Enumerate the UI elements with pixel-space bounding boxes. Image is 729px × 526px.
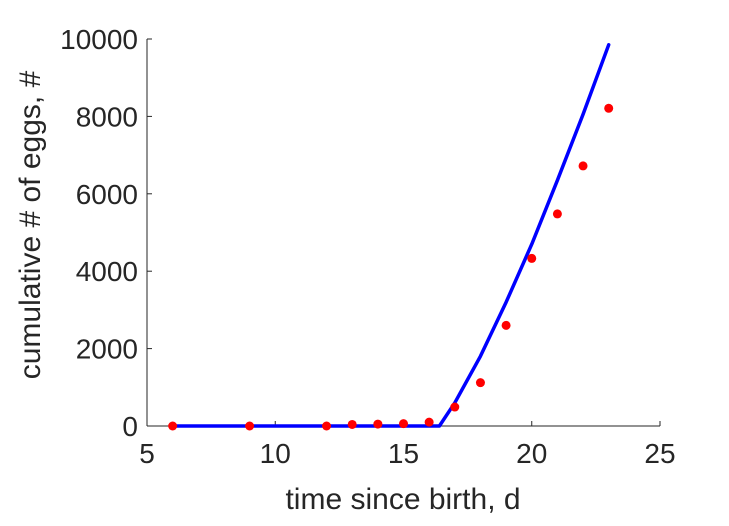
axes bbox=[146, 39, 660, 427]
data-point bbox=[578, 161, 588, 171]
model-line bbox=[170, 43, 611, 428]
y-axis-label: cumulative # of eggs, # bbox=[14, 70, 47, 379]
data-point bbox=[501, 320, 511, 330]
data-point bbox=[347, 419, 357, 429]
y-tick-label: 8000 bbox=[76, 101, 138, 132]
data-point bbox=[604, 103, 614, 113]
data-point bbox=[322, 421, 332, 431]
data-point bbox=[399, 419, 408, 429]
x-ticks: 5 10 15 20 25 bbox=[139, 421, 676, 469]
y-tick-label: 10000 bbox=[60, 24, 138, 55]
data-points-layer bbox=[168, 103, 614, 431]
y-tick-label: 2000 bbox=[76, 334, 138, 365]
x-tick-label: 5 bbox=[139, 438, 155, 469]
y-tick-label: 4000 bbox=[76, 256, 138, 287]
data-point bbox=[424, 417, 434, 427]
data-point bbox=[450, 402, 460, 412]
x-tick-label: 15 bbox=[388, 438, 419, 469]
x-axis-label: time since birth, d bbox=[285, 483, 520, 516]
x-tick-label: 25 bbox=[644, 438, 675, 469]
x-tick-label: 20 bbox=[516, 438, 547, 469]
model-line-layer bbox=[170, 43, 611, 428]
data-point bbox=[475, 378, 485, 388]
y-ticks: 0 2000 4000 6000 8000 10000 bbox=[60, 24, 152, 442]
data-point bbox=[527, 253, 537, 263]
data-point bbox=[552, 209, 562, 219]
y-tick-label: 6000 bbox=[76, 179, 138, 210]
data-point bbox=[373, 419, 383, 429]
x-tick-label: 10 bbox=[260, 438, 291, 469]
data-point bbox=[245, 421, 255, 431]
y-tick-label: 0 bbox=[122, 411, 138, 442]
data-point bbox=[168, 421, 178, 431]
